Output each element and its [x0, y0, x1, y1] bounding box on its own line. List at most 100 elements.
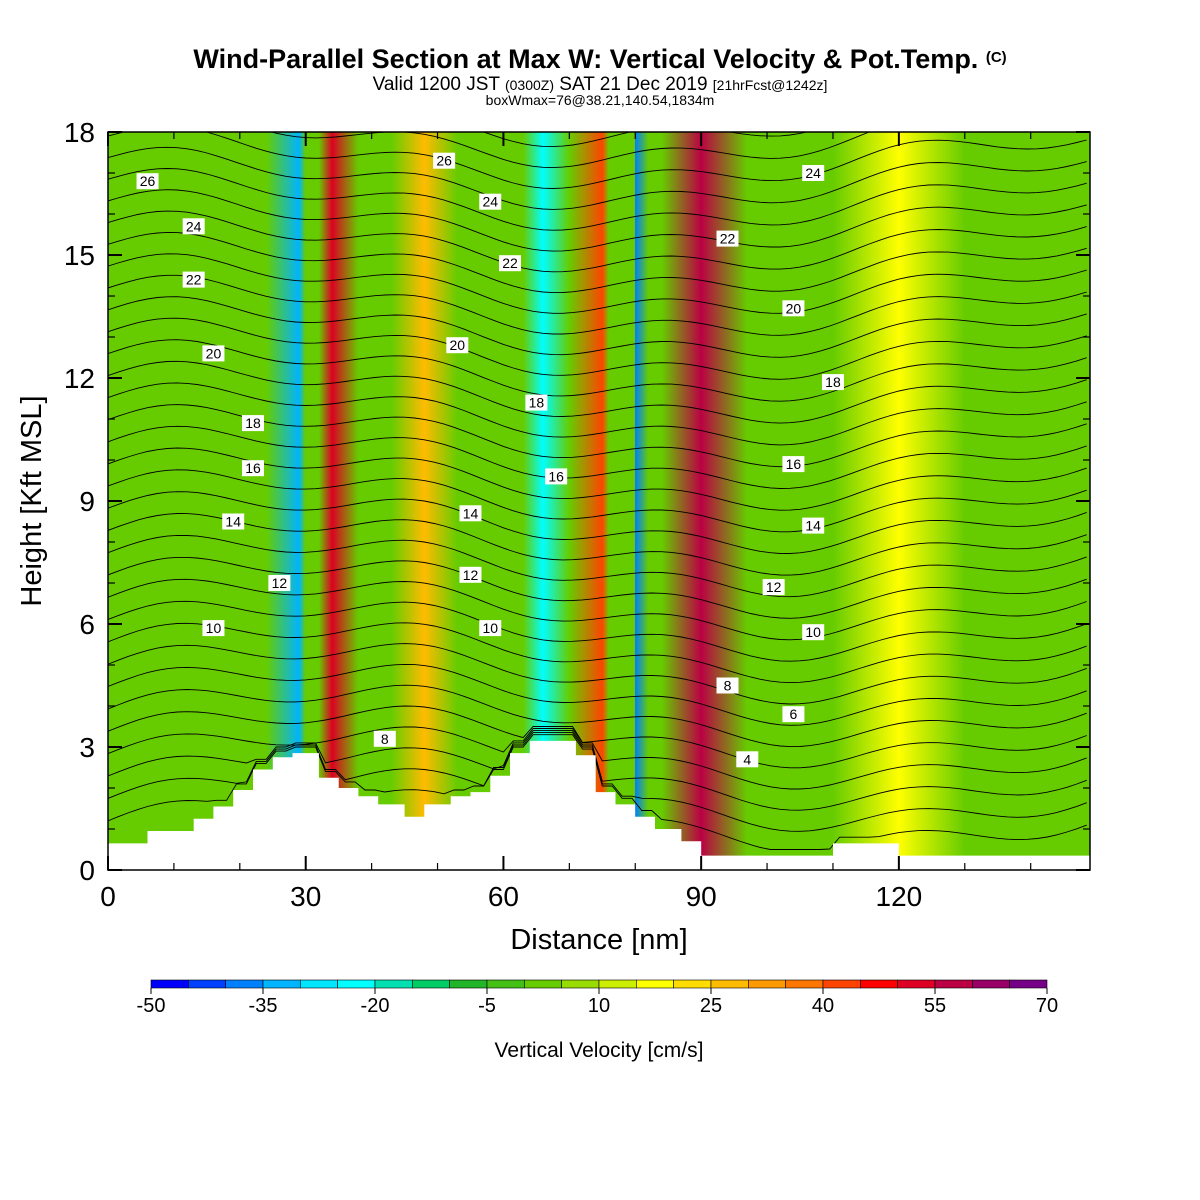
contour-label-text: 20 [786, 300, 802, 316]
colorbar-tick-label: 10 [588, 995, 610, 1017]
contour-label-text: 20 [206, 345, 222, 361]
contour-label-text: 18 [825, 374, 841, 390]
contour-label: 16 [545, 468, 568, 485]
x-tick-label: 60 [488, 881, 519, 912]
contour-label-box [782, 300, 805, 317]
theta-contour-line [108, 189, 1087, 252]
contour-label-text: 12 [463, 567, 479, 583]
contour-label-box [241, 415, 264, 432]
subtitle-forecast-run: [21hrFcst@1242z] [712, 77, 828, 93]
theta-contour-line [108, 210, 1087, 273]
contour-label: 6 [782, 706, 805, 723]
theta-contour-line [108, 132, 1087, 189]
theta-contour-line [482, 132, 809, 148]
theta-contour-line [108, 663, 1087, 726]
colorbar-swatch [860, 979, 898, 989]
contour-label-text: 10 [805, 624, 821, 640]
colorbar-swatch [374, 979, 413, 989]
subtitle-valid-time: Valid 1200 JST [372, 74, 500, 95]
contour-label-box [202, 620, 225, 637]
theta-contour-line [108, 534, 1087, 598]
theta-contour-line [108, 578, 1087, 641]
contour-label: 20 [782, 300, 805, 317]
colorbar-swatch [785, 979, 824, 989]
title-main-text: Wind-Parallel Section at Max W: Vertical… [193, 44, 979, 74]
contour-label-box [182, 218, 205, 235]
contour-label-box [136, 173, 159, 190]
theta-contour-line [108, 253, 1087, 314]
colorbar-swatch [150, 979, 189, 989]
theta-contour-line [108, 382, 1087, 446]
contour-label-text: 26 [140, 173, 156, 189]
terrain-profile [108, 740, 1090, 870]
theta-contour-line [108, 146, 1087, 210]
colorbar-swatch [225, 979, 264, 989]
subtitle-date: SAT 21 Dec 2019 [559, 74, 708, 95]
colorbar-swatch [748, 979, 786, 989]
contour-label: 26 [433, 152, 456, 169]
colorbar-tick-label: 70 [1036, 995, 1058, 1017]
contour-label-box [433, 152, 456, 169]
colorbar-swatch [934, 979, 973, 989]
colorbar-swatch [449, 979, 488, 989]
contour-label-text: 8 [381, 731, 389, 747]
colorbar-swatch [337, 979, 376, 989]
contour-label-box [802, 165, 825, 181]
theta-contour-line [269, 132, 871, 169]
theta-contour-line [108, 600, 1087, 662]
contour-label-box [716, 230, 739, 247]
contour-label-box [802, 517, 825, 534]
contour-label-text: 20 [450, 337, 466, 353]
contour-label-box [802, 624, 825, 641]
contour-label-box [736, 751, 759, 768]
theta-contour-line [108, 425, 1087, 489]
theta-contour-line [108, 491, 1087, 554]
y-tick-label: 12 [64, 363, 95, 394]
vertical-velocity-shading [108, 132, 1090, 870]
copyright-mark: (C) [985, 49, 1007, 66]
contour-label: 26 [136, 173, 159, 190]
contour-label-text: 18 [245, 415, 261, 431]
contour-label-text: 10 [206, 620, 222, 636]
contour-label-box [782, 706, 805, 723]
y-tick-label: 9 [79, 486, 95, 517]
contour-label-box [222, 513, 245, 530]
contour-label: 20 [446, 337, 469, 354]
contour-label-box [446, 337, 469, 354]
colorbar-swatch [1009, 979, 1048, 989]
colorbar-swatch [524, 979, 562, 989]
contour-label-box [459, 566, 482, 583]
contour-label-text: 24 [186, 218, 202, 234]
contour-label-box [459, 505, 482, 522]
contour-label-text: 6 [790, 706, 798, 722]
colorbar-tick-label: 25 [700, 995, 722, 1017]
theta-contour-line [108, 705, 1087, 769]
contour-label-text: 12 [272, 575, 288, 591]
colorbar-tick-label: -35 [249, 995, 278, 1017]
contour-label-box [373, 730, 396, 747]
contour-label-text: 22 [502, 255, 518, 271]
colorbar-swatch [972, 979, 1010, 989]
y-axis-label: Height [Kft MSL] [16, 395, 48, 606]
colorbar-tick-label: -20 [361, 995, 390, 1017]
colorbar-label: Vertical Velocity [cm/s] [495, 1039, 704, 1062]
colorbar-swatch [561, 979, 600, 989]
contour-label-text: 16 [245, 460, 261, 476]
contour-label-box [762, 579, 785, 596]
theta-contour-line [108, 469, 1087, 533]
contour-label-box [782, 456, 805, 473]
contour-label-text: 10 [482, 620, 498, 636]
subtitle-utc-time: (0300Z) [504, 77, 554, 93]
chart-subtitle-box-max: boxWmax=76@38.21,140.54,1834m [485, 92, 715, 108]
colorbar-swatch [897, 979, 936, 989]
contour-label-box [182, 271, 205, 288]
theta-contour-line [108, 643, 1087, 705]
contour-label-text: 4 [743, 751, 751, 767]
contour-label: 24 [182, 218, 205, 235]
theta-contour-line [108, 317, 1087, 380]
x-tick-label: 30 [290, 881, 321, 912]
contour-label-text: 14 [805, 518, 821, 534]
potential-temperature-contours [108, 132, 1087, 850]
contour-label-box [241, 460, 264, 477]
contour-label: 14 [459, 505, 482, 522]
